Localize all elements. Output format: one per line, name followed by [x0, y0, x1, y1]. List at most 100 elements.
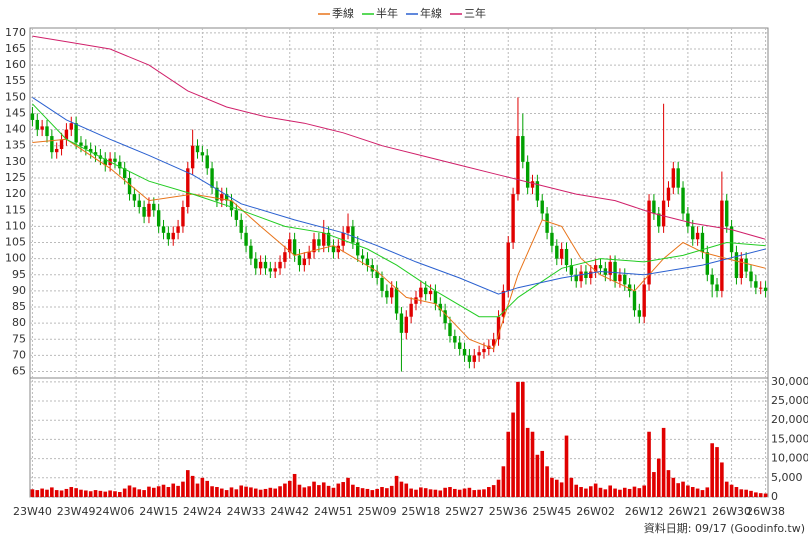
moving-average-line	[32, 35, 766, 240]
volume-bar	[754, 492, 758, 497]
candle-body	[326, 232, 331, 246]
volume-bar	[54, 490, 59, 497]
x-tick-label: 26W02	[576, 505, 615, 518]
candle-body	[414, 297, 418, 304]
volume-bar	[652, 472, 656, 497]
volume-bar	[181, 481, 185, 497]
volume-bar	[365, 488, 370, 497]
volume-bar	[249, 487, 253, 497]
volume-bar	[360, 488, 365, 497]
candle-body	[627, 284, 632, 291]
volume-bar	[433, 489, 438, 497]
candle-body	[50, 136, 54, 153]
volume-bar	[45, 489, 49, 497]
volume-bar	[152, 487, 156, 497]
candle-body	[30, 113, 35, 120]
moving-average-line	[32, 138, 766, 350]
y-tick-label: 75	[12, 332, 26, 345]
volume-bar	[676, 483, 680, 497]
candle-body	[569, 265, 574, 275]
volume-tick-label: 0	[771, 490, 778, 503]
candle-body	[686, 213, 690, 227]
volume-bar	[700, 490, 705, 497]
candle-body	[394, 287, 399, 314]
volume-bar	[632, 486, 637, 497]
y-tick-label: 90	[12, 284, 26, 297]
candle-body	[652, 200, 656, 214]
y-tick-label: 105	[5, 236, 26, 249]
candle-body	[613, 261, 617, 282]
volume-bar	[263, 488, 268, 497]
candle-body	[671, 168, 676, 188]
volume-bar	[156, 486, 161, 497]
candle-body	[35, 119, 39, 130]
x-tick-label: 24W06	[96, 505, 135, 518]
candle-body	[511, 194, 515, 243]
x-tick-label: 24W51	[314, 505, 353, 518]
candle-body	[288, 239, 292, 253]
volume-bar	[166, 487, 171, 497]
candle-body	[88, 148, 93, 153]
candle-body	[346, 226, 350, 233]
candle-body	[720, 200, 724, 291]
candle-body	[263, 261, 268, 269]
volume-bar	[758, 493, 763, 497]
candle-body	[322, 232, 326, 246]
candle-body	[283, 252, 287, 262]
candle-body	[69, 123, 73, 130]
y-tick-label: 110	[5, 219, 26, 232]
candle-body	[380, 278, 384, 291]
volume-bar	[64, 488, 69, 497]
volume-bar	[321, 482, 326, 497]
volume-bar	[666, 470, 671, 497]
volume-bar	[219, 488, 224, 497]
volume-bar	[239, 485, 244, 497]
candle-body	[525, 161, 530, 188]
volume-bar	[79, 489, 83, 497]
y-tick-label: 70	[12, 348, 26, 361]
volume-bar	[137, 489, 142, 497]
candle-body	[623, 274, 627, 285]
volume-bar	[482, 489, 486, 497]
candle-body	[763, 287, 768, 291]
volume-bar	[176, 485, 180, 497]
volume-bar	[108, 490, 112, 497]
y-tick-label: 120	[5, 187, 26, 200]
volume-bar	[113, 491, 117, 497]
candle-body	[341, 232, 345, 246]
volume-bar	[608, 485, 613, 497]
candle-body	[239, 219, 243, 233]
candle-body	[307, 252, 311, 259]
candle-body	[205, 155, 209, 169]
candle-body	[749, 271, 753, 282]
candle-body	[268, 268, 273, 272]
volume-bar	[419, 487, 423, 497]
candle-body	[113, 158, 117, 162]
y-tick-label: 130	[5, 155, 26, 168]
volume-bar	[200, 477, 205, 497]
volume-bar	[268, 487, 273, 497]
candle-body	[438, 303, 442, 311]
volume-bar	[414, 489, 418, 497]
candle-body	[249, 245, 253, 259]
candle-body	[161, 226, 166, 233]
candle-body	[710, 274, 714, 285]
volume-bar	[511, 412, 515, 497]
x-tick-label: 24W42	[270, 505, 309, 518]
candle-body	[181, 207, 185, 227]
y-tick-label: 115	[5, 203, 26, 216]
candle-body	[448, 323, 452, 337]
volume-bar	[477, 489, 481, 497]
candle-body	[467, 355, 472, 362]
volume-bar	[686, 485, 690, 497]
candle-body	[637, 310, 642, 317]
candle-body	[453, 336, 457, 343]
candle-body	[297, 255, 302, 266]
candle-body	[142, 207, 146, 217]
volume-bar	[185, 470, 190, 497]
candle-body	[550, 232, 554, 246]
volume-bar	[763, 493, 768, 497]
y-tick-label: 160	[5, 58, 26, 71]
volume-bar	[84, 490, 88, 497]
volume-bar	[229, 487, 234, 497]
